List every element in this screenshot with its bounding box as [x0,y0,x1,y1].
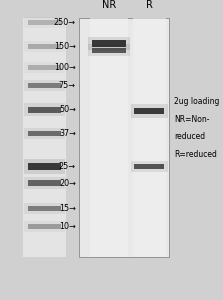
Bar [23,18,66,256]
Bar [24,221,65,232]
Text: 20→: 20→ [59,178,76,188]
Text: 37→: 37→ [59,129,76,138]
Bar [28,44,61,49]
Bar [24,61,65,74]
Text: 2ug loading: 2ug loading [174,98,219,106]
Text: NR=Non-: NR=Non- [174,115,209,124]
Bar [133,18,166,256]
Bar [24,103,65,116]
Text: R=reduced: R=reduced [174,150,217,159]
Bar [79,18,169,256]
Bar [28,83,61,88]
Bar [90,18,128,256]
Bar [28,131,61,136]
Bar [28,163,61,170]
Bar [24,40,65,52]
Text: 25→: 25→ [59,162,76,171]
Text: 100→: 100→ [54,63,76,72]
Text: 150→: 150→ [54,42,76,51]
Text: reduced: reduced [174,132,205,141]
Bar [28,180,61,186]
Bar [88,44,130,56]
Bar [134,164,165,169]
Bar [88,37,130,50]
Bar [24,128,65,140]
Bar [24,80,65,92]
Bar [28,206,61,211]
Bar [24,159,65,174]
Bar [28,106,61,112]
Bar [28,20,61,25]
Bar [131,160,168,172]
Bar [24,203,65,214]
Text: R: R [146,1,153,10]
Text: 15→: 15→ [59,204,76,213]
Bar [134,108,165,114]
Text: 75→: 75→ [59,81,76,90]
Bar [131,104,168,118]
Text: 10→: 10→ [59,222,76,231]
Bar [24,16,65,28]
Bar [24,177,65,189]
Bar [92,40,126,46]
Text: NR: NR [102,1,116,10]
Bar [28,224,61,229]
Text: 50→: 50→ [59,105,76,114]
Text: 250→: 250→ [54,18,76,27]
Bar [92,48,126,53]
Bar [28,65,61,70]
